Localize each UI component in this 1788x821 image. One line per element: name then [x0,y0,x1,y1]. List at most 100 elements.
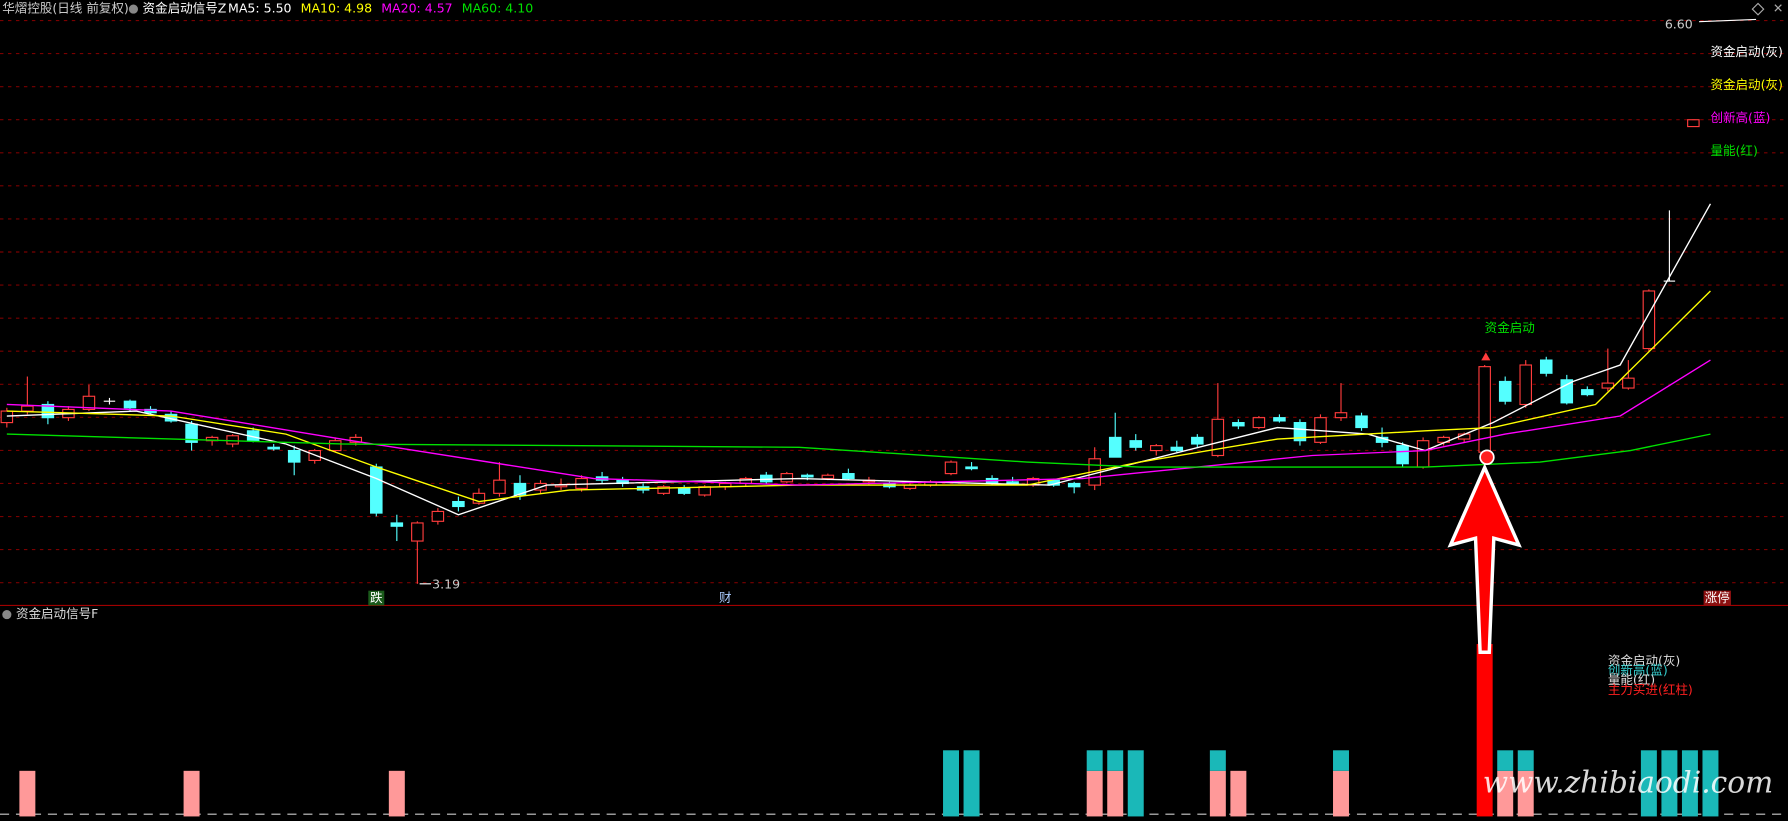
candle-body [842,473,855,480]
close-icon[interactable]: ✕ [1773,1,1784,16]
candle-body [1581,389,1594,396]
legend-icon [1687,119,1700,128]
big-arrow [1447,463,1522,654]
candle-body [657,486,670,494]
candle-body [390,522,404,527]
candle-body [1191,436,1204,445]
indicator-bar [963,750,980,817]
candle-body [370,466,383,514]
float-icon[interactable] [1751,2,1765,16]
legend-entry: 量能(红) [1608,672,1655,687]
candle-body [1108,436,1122,458]
candle-body [185,423,198,443]
candle-body [1334,412,1348,419]
stock-title: 华熠控股(日线 前复权) [2,1,129,16]
indicator-bar [183,770,200,817]
candle-body [760,474,773,483]
candle-body [1129,440,1143,448]
candle-body [780,473,794,483]
candle-body [1273,417,1286,422]
legend-entry: 主力买进(红柱) [1608,682,1693,697]
candle-body [267,446,280,450]
candle-body [1519,364,1533,406]
indicator-bar [1107,750,1124,771]
marker-bg [1703,590,1731,606]
ma-line [6,433,1711,468]
candle-body [1149,445,1163,452]
legend-entry: 创新高(蓝) [1608,663,1668,678]
marker-bg [368,590,385,606]
indicator-bar [1640,750,1657,817]
candle-body [801,474,814,478]
indicator-bar [1681,750,1698,817]
legend-entry: 资金启动(灰) [1710,44,1782,59]
indicator-bar [1333,770,1349,817]
ma-line [6,359,1711,486]
candle-body [1396,445,1409,465]
candle-body [21,405,34,412]
candle-body [123,400,137,409]
high-pointer [1699,18,1757,23]
indicator-bar [1497,770,1514,817]
marker: 涨停 [1705,590,1730,605]
candle-body [965,466,978,470]
candle-body [513,482,527,496]
ma-legend: MA10: 4.98 [301,1,372,16]
indicator-bar [1333,750,1349,771]
indicator-bar [388,770,405,817]
indicator-bar [1086,770,1103,817]
candle-body [1067,482,1081,488]
indicator-bar [1209,770,1226,817]
candle-body [328,440,342,452]
indicator-bar [1702,750,1719,817]
indicator-bar [1209,750,1226,771]
grid [0,19,1788,584]
candle-body [1232,422,1245,427]
candle-body [287,449,301,463]
candle-body [1642,290,1656,350]
legend-entry: 创新高(蓝) [1710,110,1770,125]
candle-body [1252,417,1266,429]
indicator-bar [1476,644,1493,817]
candle-body [1560,379,1574,404]
indicator-bar [943,750,959,817]
candle-body [431,510,445,522]
indicator-bar [1230,770,1247,817]
legend-entry: 资金启动(灰) [1710,77,1782,92]
candle-body [677,487,691,494]
candle-body [0,410,14,424]
candle-body [1498,380,1512,402]
high-label: 6.60 [1665,17,1693,32]
legend-entry: 资金启动(灰) [1608,653,1680,668]
lower-title: 资金启动信号F [16,606,98,621]
marker: 财 [719,590,732,605]
candle-body [821,474,835,480]
candle-body [226,435,239,445]
candle-body [698,486,711,496]
candle-body [411,522,424,542]
ma-line [6,203,1712,516]
ma-line [6,290,1711,503]
candle-body [82,395,96,411]
candle-body [1355,415,1368,429]
ma-legend: MA5: 5.50 [228,1,291,16]
candle-body [1601,382,1615,389]
low-label: 3.19 [432,576,460,591]
ma-legend: MA20: 4.57 [381,1,452,16]
indicator-bar [19,770,36,817]
dropdown-icon[interactable] [2,610,12,620]
indicator-bar [1497,750,1514,771]
candle-body [493,479,506,494]
candle-body [1622,377,1635,389]
dropdown-icon[interactable] [128,4,138,14]
indicator-bar [1127,750,1144,817]
indicator-bar [1661,750,1678,817]
indicator-bar [1517,770,1534,817]
signal-arrow [1481,352,1491,361]
indicator-bar [1107,770,1124,817]
legend-entry: 量能(红) [1710,143,1757,158]
candle-body [41,403,55,419]
